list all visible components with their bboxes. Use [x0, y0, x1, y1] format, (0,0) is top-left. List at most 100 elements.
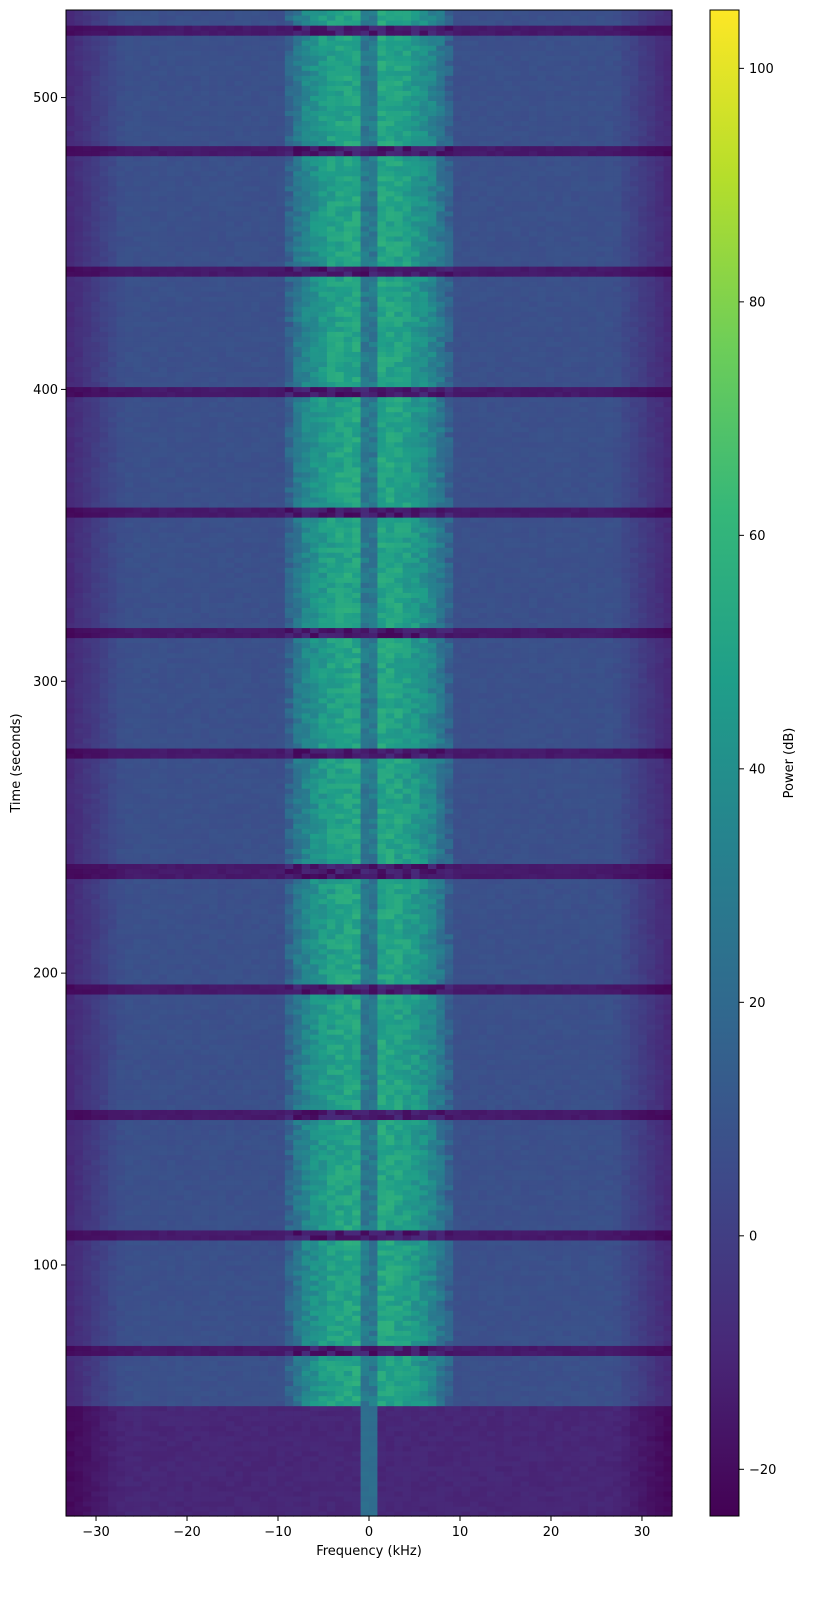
heatmap-cell: [192, 1250, 201, 1256]
heatmap-cell: [218, 1411, 227, 1417]
heatmap-cell: [142, 1406, 151, 1412]
heatmap-cell: [529, 1481, 538, 1487]
heatmap-cell: [504, 1385, 513, 1391]
heatmap-cell: [150, 1345, 159, 1351]
heatmap-cell: [588, 1280, 597, 1286]
heatmap-cell: [83, 1496, 92, 1502]
heatmap-cell: [209, 1380, 218, 1386]
heatmap-cell: [546, 1466, 555, 1472]
heatmap-cell: [361, 1300, 370, 1306]
heatmap-cell: [133, 1270, 142, 1276]
heatmap-cell: [571, 1170, 580, 1176]
heatmap-cell: [638, 1401, 647, 1407]
heatmap-cell: [184, 1385, 193, 1391]
heatmap-cell: [100, 1190, 109, 1196]
heatmap-cell: [420, 1260, 429, 1266]
heatmap-cell: [285, 1375, 294, 1381]
heatmap-cell: [319, 1230, 328, 1236]
heatmap-cell: [361, 1360, 370, 1366]
heatmap-cell: [613, 1360, 622, 1366]
heatmap-cell: [411, 1170, 420, 1176]
heatmap-cell: [605, 1380, 614, 1386]
heatmap-cell: [605, 1456, 614, 1462]
heatmap-cell: [664, 1355, 673, 1361]
heatmap-cell: [226, 1456, 235, 1462]
heatmap-cell: [613, 1245, 622, 1251]
heatmap-cell: [563, 1185, 572, 1191]
heatmap-cell: [251, 1305, 260, 1311]
heatmap-cell: [276, 1295, 285, 1301]
heatmap-cell: [117, 1260, 126, 1266]
heatmap-cell: [428, 1305, 437, 1311]
heatmap-cell: [201, 1506, 210, 1512]
heatmap-cell: [504, 1421, 513, 1427]
heatmap-cell: [386, 1401, 395, 1407]
heatmap-cell: [554, 1200, 563, 1206]
heatmap-cell: [167, 1275, 176, 1281]
heatmap-cell: [386, 1210, 395, 1216]
heatmap-cell: [546, 1481, 555, 1487]
heatmap-cell: [276, 1280, 285, 1286]
heatmap-cell: [521, 1280, 530, 1286]
heatmap-cell: [218, 1225, 227, 1231]
heatmap-cell: [428, 1180, 437, 1186]
heatmap-cell: [234, 1501, 243, 1507]
heatmap-cell: [293, 1436, 302, 1442]
heatmap-cell: [571, 1240, 580, 1246]
heatmap-cell: [546, 1275, 555, 1281]
heatmap-cell: [361, 1476, 370, 1482]
heatmap-cell: [91, 1380, 100, 1386]
heatmap-cell: [192, 1401, 201, 1407]
heatmap-cell: [622, 1391, 631, 1397]
heatmap-cell: [630, 1295, 639, 1301]
heatmap-cell: [226, 1205, 235, 1211]
heatmap-cell: [268, 1380, 277, 1386]
heatmap-cell: [546, 1411, 555, 1417]
heatmap-cell: [327, 1245, 336, 1251]
heatmap-cell: [361, 1250, 370, 1256]
heatmap-cell: [167, 1255, 176, 1261]
heatmap-cell: [344, 1195, 353, 1201]
heatmap-cell: [66, 1375, 75, 1381]
heatmap-cell: [613, 1275, 622, 1281]
heatmap-cell: [529, 1491, 538, 1497]
heatmap-cell: [142, 1285, 151, 1291]
heatmap-cell: [260, 1471, 269, 1477]
heatmap-cell: [571, 1225, 580, 1231]
heatmap-cell: [369, 1185, 378, 1191]
heatmap-cell: [276, 1350, 285, 1356]
heatmap-cell: [100, 1320, 109, 1326]
heatmap-cell: [209, 1345, 218, 1351]
heatmap-cell: [335, 1360, 344, 1366]
heatmap-cell: [403, 1476, 412, 1482]
heatmap-cell: [125, 1280, 134, 1286]
heatmap-cell: [630, 1501, 639, 1507]
heatmap-cell: [344, 1370, 353, 1376]
heatmap-cell: [369, 1265, 378, 1271]
heatmap-cell: [563, 1205, 572, 1211]
heatmap-cell: [529, 1180, 538, 1186]
heatmap-cell: [167, 1506, 176, 1512]
heatmap-cell: [251, 1210, 260, 1216]
heatmap-cell: [361, 1245, 370, 1251]
heatmap-cell: [133, 1396, 142, 1402]
heatmap-cell: [133, 1300, 142, 1306]
heatmap-cell: [150, 1401, 159, 1407]
heatmap-cell: [521, 1396, 530, 1402]
heatmap-cell: [184, 1486, 193, 1492]
heatmap-cell: [622, 1330, 631, 1336]
heatmap-cell: [276, 1481, 285, 1487]
heatmap-cell: [386, 1406, 395, 1412]
heatmap-cell: [150, 1446, 159, 1452]
heatmap-cell: [546, 1290, 555, 1296]
heatmap-cell: [605, 1471, 614, 1477]
heatmap-cell: [209, 1285, 218, 1291]
heatmap-cell: [546, 1355, 555, 1361]
heatmap-cell: [655, 1230, 664, 1236]
heatmap-cell: [470, 1255, 479, 1261]
heatmap-cell: [495, 1375, 504, 1381]
heatmap-cell: [344, 1471, 353, 1477]
heatmap-cell: [285, 1165, 294, 1171]
heatmap-cell: [133, 1411, 142, 1417]
heatmap-cell: [302, 1355, 311, 1361]
